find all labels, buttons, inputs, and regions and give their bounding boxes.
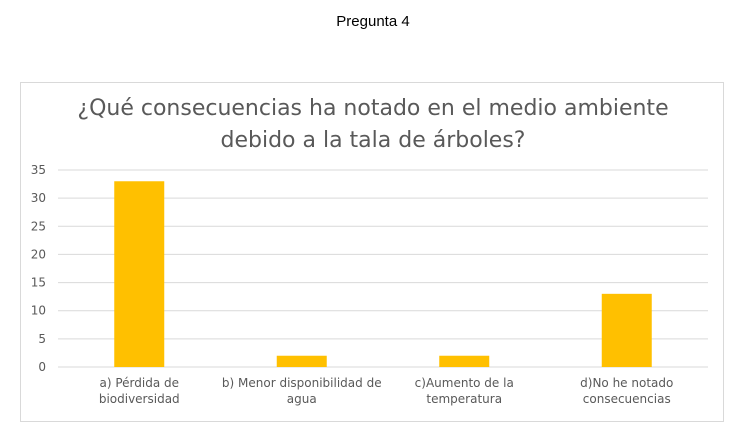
- y-tick-label: 15: [31, 276, 46, 290]
- bar: [439, 355, 490, 367]
- page-heading: Pregunta 4: [336, 13, 410, 30]
- chart-title-line-2: debido a la tala de árboles?: [220, 128, 526, 153]
- x-category-label: a) Pérdida de: [100, 376, 180, 390]
- x-category-label: temperatura: [426, 392, 502, 406]
- x-category-label: consecuencias: [583, 392, 671, 406]
- y-tick-label: 10: [31, 304, 46, 318]
- chart-title: ¿Qué consecuencias ha notado en el medio…: [0, 93, 746, 157]
- y-tick-label: 5: [38, 332, 46, 346]
- x-category-label: c)Aumento de la: [415, 376, 514, 390]
- bar: [276, 355, 327, 367]
- y-tick-label: 20: [31, 247, 46, 261]
- bar: [601, 293, 652, 367]
- y-tick-label: 30: [31, 191, 46, 205]
- x-category-label: biodiversidad: [99, 392, 180, 406]
- y-tick-label: 0: [38, 360, 46, 374]
- bar: [114, 181, 165, 367]
- x-category-label: b) Menor disponibilidad de: [222, 376, 382, 390]
- x-category-label: d)No he notado: [580, 376, 673, 390]
- y-tick-label: 35: [31, 163, 46, 177]
- y-tick-label: 25: [31, 219, 46, 233]
- x-category-label: agua: [287, 392, 317, 406]
- chart-title-line-1: ¿Qué consecuencias ha notado en el medio…: [77, 96, 669, 121]
